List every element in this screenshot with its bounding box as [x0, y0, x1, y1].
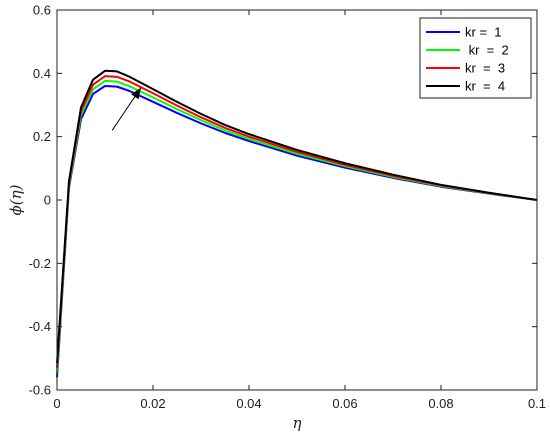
series-line-4 — [56, 69, 538, 364]
legend-label-4: kr = 4 — [465, 79, 505, 94]
x-tick-label: 0.04 — [236, 396, 261, 411]
y-tick-label: -0.6 — [29, 383, 51, 398]
y-tick-label: 0.2 — [33, 129, 51, 144]
y-tick-label: 0.4 — [33, 66, 51, 81]
axes-layer: 0 0.02 0.04 0.06 0.08 0.1 -0.6 -0.4 -0.2 0 0.2 0.4 0… — [7, 3, 546, 433]
y-tick-label: -0.2 — [29, 256, 51, 271]
y-tick-label: 0 — [44, 193, 51, 208]
series-line-3 — [56, 75, 538, 368]
x-tick-label: 0 — [53, 396, 60, 411]
x-tick-label: 0.06 — [332, 396, 357, 411]
y-axis-label: ϕ(η) — [7, 184, 25, 215]
y-tick-label: 0.6 — [33, 3, 51, 18]
y-tick-label: -0.4 — [29, 319, 51, 334]
x-tick-label: 0.02 — [140, 396, 165, 411]
legend-label-2: kr = 2 — [465, 43, 509, 58]
trend-arrow-head — [131, 87, 141, 100]
legend: kr = 1 kr = 2 kr = 3 kr = 4 — [419, 17, 532, 99]
legend-label-1: kr = 1 — [465, 25, 502, 40]
x-tick-label: 0.08 — [428, 396, 453, 411]
x-tick-label: 0.1 — [528, 396, 546, 411]
annotation-layer — [111, 87, 142, 131]
series-layer — [56, 69, 538, 378]
legend-label-3: kr = 3 — [465, 61, 505, 76]
x-axis-label: η — [293, 414, 302, 432]
